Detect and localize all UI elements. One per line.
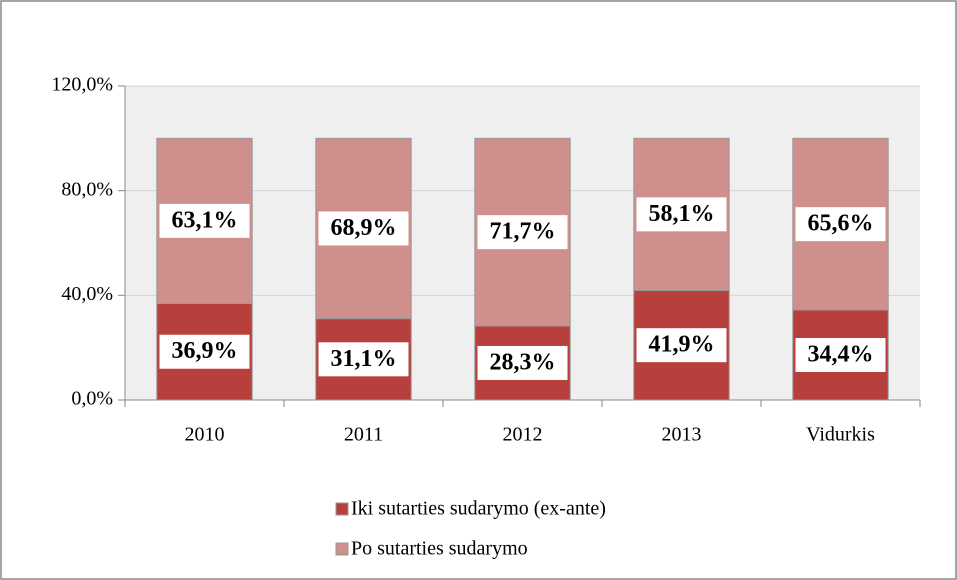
y-tick-label: 40,0% bbox=[61, 283, 113, 305]
value-label-box bbox=[159, 334, 250, 369]
legend-swatch bbox=[335, 542, 349, 556]
y-tick-label: 120,0% bbox=[51, 74, 113, 96]
legend-label: Po sutarties sudarymo bbox=[351, 538, 528, 560]
value-label: 31,1% bbox=[331, 346, 397, 372]
x-tick-label: 2012 bbox=[503, 424, 543, 446]
value-label-box bbox=[636, 197, 727, 232]
value-label: 71,7% bbox=[490, 219, 556, 245]
value-label: 41,9% bbox=[649, 332, 715, 358]
y-tick-label: 80,0% bbox=[61, 178, 113, 200]
x-tick-label: 2010 bbox=[185, 424, 225, 446]
value-label: 68,9% bbox=[331, 215, 397, 241]
x-tick-label: Vidurkis bbox=[806, 424, 875, 446]
legend-label: Iki sutarties sudarymo (ex-ante) bbox=[351, 498, 606, 520]
value-label: 58,1% bbox=[649, 201, 715, 227]
value-label: 65,6% bbox=[808, 211, 874, 237]
value-label: 63,1% bbox=[172, 207, 238, 233]
value-label-box bbox=[159, 203, 250, 238]
value-label-box bbox=[795, 207, 886, 242]
y-tick-label: 0,0% bbox=[71, 388, 113, 410]
value-label: 28,3% bbox=[490, 349, 556, 375]
value-label-box bbox=[318, 342, 409, 377]
value-label-box bbox=[477, 345, 568, 380]
x-tick-label: 2011 bbox=[344, 424, 383, 446]
legend-swatch bbox=[335, 502, 349, 516]
value-label-box bbox=[477, 215, 568, 250]
x-tick-label: 2013 bbox=[662, 424, 702, 446]
value-label-box bbox=[636, 328, 727, 363]
value-label-box bbox=[795, 337, 886, 372]
value-label-box bbox=[318, 211, 409, 246]
value-label: 34,4% bbox=[808, 341, 874, 367]
value-label: 36,9% bbox=[172, 338, 238, 364]
